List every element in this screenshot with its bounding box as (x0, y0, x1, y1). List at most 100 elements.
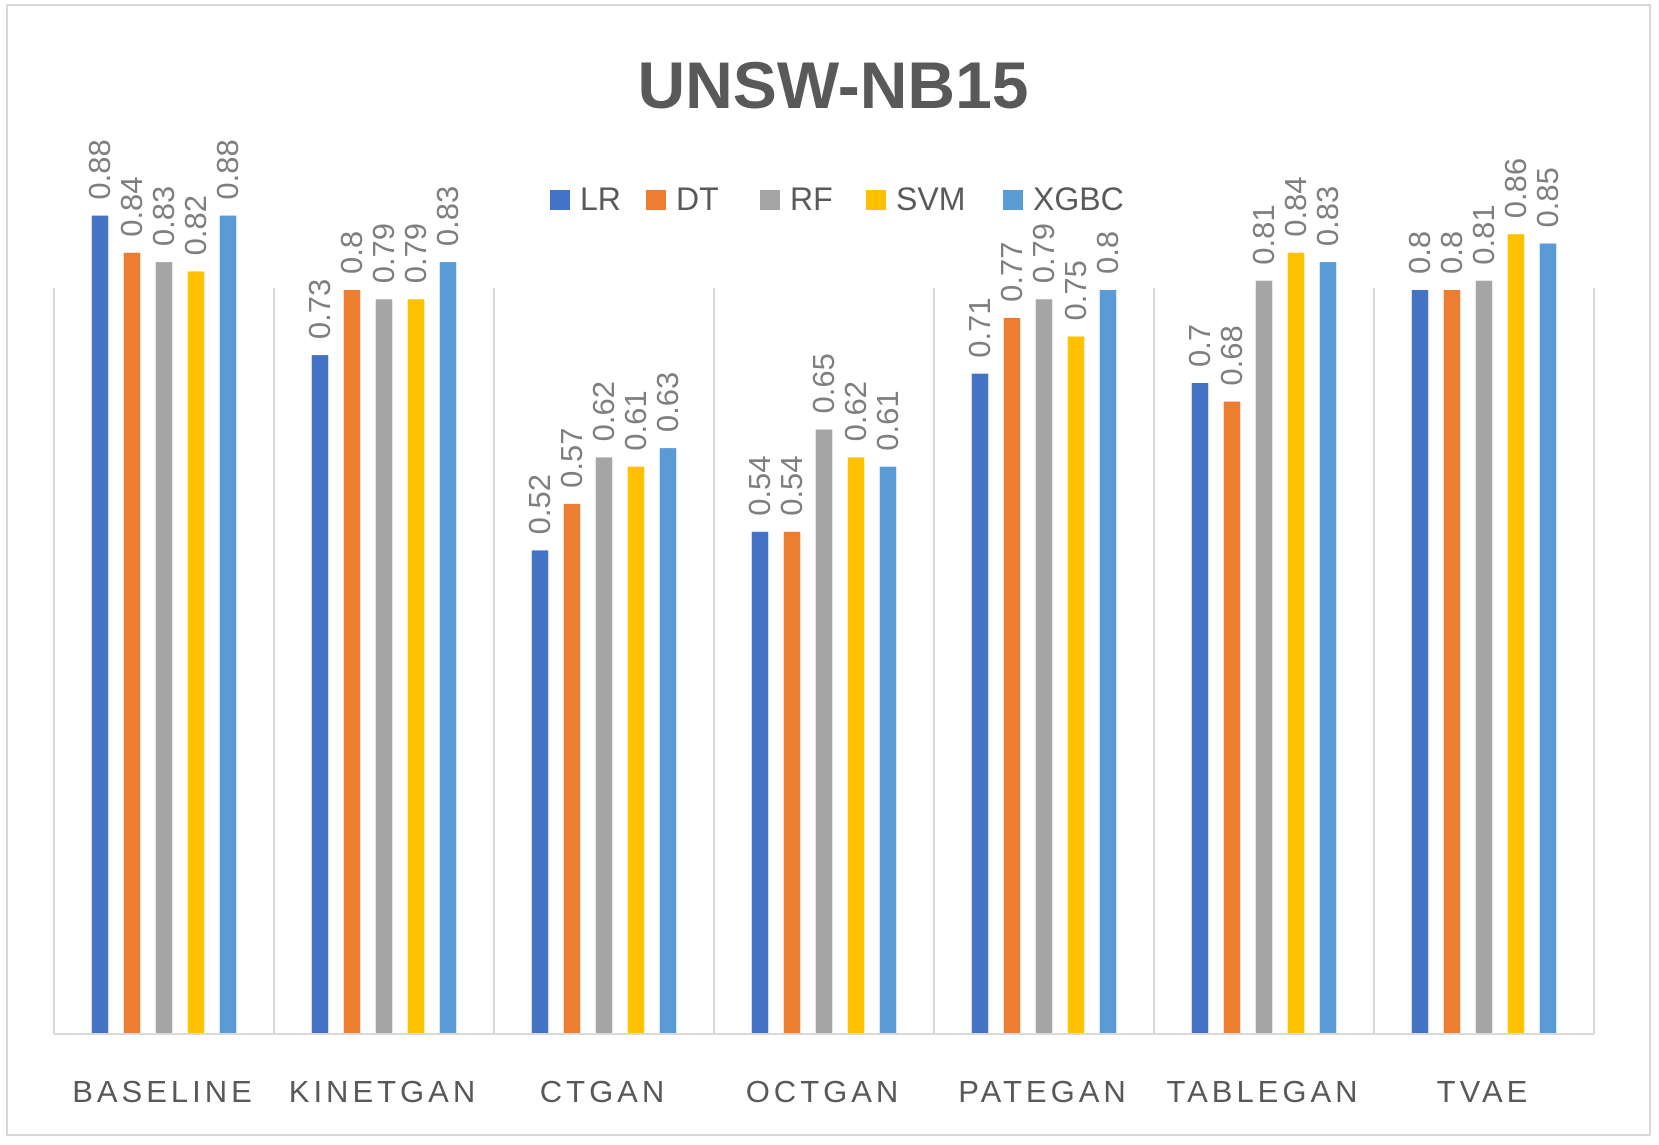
data-label-baseline-rf: 0.83 (146, 186, 181, 246)
data-label-tablegan-rf: 0.81 (1246, 204, 1281, 264)
legend-item-lr: LR (550, 181, 621, 217)
data-label-baseline-lr: 0.88 (82, 139, 117, 199)
legend-label-dt: DT (676, 181, 719, 217)
data-label-baseline-svm: 0.82 (178, 195, 213, 255)
data-label-ctgan-rf: 0.62 (586, 381, 621, 441)
data-label-tablegan-xgbc: 0.83 (1310, 186, 1345, 246)
data-label-tvae-svm: 0.86 (1498, 158, 1533, 218)
legend-swatch-dt (646, 190, 666, 210)
data-label-tvae-xgbc: 0.85 (1530, 167, 1565, 227)
bar-tvae-dt (1443, 290, 1461, 1034)
data-label-pategan-lr: 0.71 (962, 297, 997, 357)
bar-tablegan-dt (1223, 401, 1241, 1035)
bar-baseline-lr (91, 215, 109, 1035)
bar-tvae-rf (1475, 280, 1493, 1034)
bar-kinetgan-svm (407, 299, 425, 1034)
bar-octgan-xgbc (879, 466, 897, 1034)
bar-tvae-xgbc (1539, 243, 1557, 1034)
data-label-pategan-xgbc: 0.8 (1090, 231, 1125, 274)
bar-pategan-rf (1035, 299, 1053, 1034)
data-label-tvae-lr: 0.8 (1402, 231, 1437, 274)
category-label-tvae: TVAE (1437, 1074, 1532, 1109)
category-label-baseline: BASELINE (72, 1074, 256, 1109)
data-label-octgan-xgbc: 0.61 (870, 390, 905, 450)
bar-tvae-svm (1507, 234, 1525, 1034)
bar-pategan-xgbc (1099, 290, 1117, 1034)
bar-octgan-svm (847, 457, 865, 1034)
bar-baseline-xgbc (219, 215, 237, 1035)
data-label-pategan-svm: 0.75 (1058, 260, 1093, 320)
data-label-kinetgan-xgbc: 0.83 (430, 186, 465, 246)
category-label-octgan: OCTGAN (746, 1074, 903, 1109)
category-separators (53, 288, 1595, 1034)
legend-swatch-rf (760, 190, 780, 210)
data-label-pategan-rf: 0.79 (1026, 223, 1061, 283)
bar-ctgan-svm (627, 466, 645, 1034)
data-label-ctgan-xgbc: 0.63 (650, 372, 685, 432)
bar-kinetgan-lr (311, 355, 329, 1035)
bar-tvae-lr (1411, 290, 1429, 1034)
bar-pategan-lr (971, 373, 989, 1034)
data-label-tablegan-lr: 0.7 (1182, 324, 1217, 367)
bar-octgan-dt (783, 531, 801, 1034)
bar-kinetgan-xgbc (439, 262, 457, 1035)
data-labels: 0.880.840.830.820.880.730.80.790.790.830… (82, 139, 1565, 534)
bar-baseline-dt (123, 252, 141, 1035)
data-label-baseline-xgbc: 0.88 (210, 139, 245, 199)
data-label-kinetgan-dt: 0.8 (334, 231, 369, 274)
bar-pategan-svm (1067, 336, 1085, 1034)
bar-pategan-dt (1003, 317, 1021, 1034)
data-label-kinetgan-svm: 0.79 (398, 223, 433, 283)
data-label-octgan-lr: 0.54 (742, 455, 777, 515)
bar-ctgan-rf (595, 457, 613, 1034)
chart-title: UNSW-NB15 (637, 48, 1028, 122)
legend-swatch-svm (866, 190, 886, 210)
legend: LR DT RF SVM XGBC (550, 181, 1124, 217)
data-label-tvae-rf: 0.81 (1466, 204, 1501, 264)
data-label-tablegan-svm: 0.84 (1278, 176, 1313, 236)
data-label-octgan-svm: 0.62 (838, 381, 873, 441)
legend-label-svm: SVM (896, 181, 965, 217)
bar-octgan-rf (815, 429, 833, 1034)
data-label-pategan-dt: 0.77 (994, 242, 1029, 302)
category-label-kinetgan: KINETGAN (289, 1074, 479, 1109)
bar-octgan-lr (751, 531, 769, 1034)
bar-ctgan-dt (563, 503, 581, 1034)
bar-tablegan-lr (1191, 383, 1209, 1034)
data-label-kinetgan-rf: 0.79 (366, 223, 401, 283)
bar-tablegan-xgbc (1319, 262, 1337, 1035)
data-label-octgan-dt: 0.54 (774, 455, 809, 515)
legend-label-xgbc: XGBC (1033, 181, 1124, 217)
data-label-tvae-dt: 0.8 (1434, 231, 1469, 274)
legend-item-xgbc: XGBC (1003, 181, 1124, 217)
data-label-baseline-dt: 0.84 (114, 176, 149, 236)
data-label-octgan-rf: 0.65 (806, 353, 841, 413)
legend-swatch-xgbc (1003, 190, 1023, 210)
bar-ctgan-lr (531, 550, 549, 1034)
data-label-kinetgan-lr: 0.73 (302, 279, 337, 339)
category-label-ctgan: CTGAN (540, 1074, 669, 1109)
legend-item-rf: RF (760, 181, 833, 217)
bar-tablegan-rf (1255, 280, 1273, 1034)
bar-tablegan-svm (1287, 252, 1305, 1035)
category-label-pategan: PATEGAN (958, 1074, 1130, 1109)
data-label-ctgan-lr: 0.52 (522, 474, 557, 534)
bar-chart: UNSW-NB15 LR DT RF SVM XGBC 0.880.840.830.82… (53, 48, 1595, 1109)
legend-swatch-lr (550, 190, 570, 210)
data-label-ctgan-svm: 0.61 (618, 390, 653, 450)
bar-baseline-svm (187, 271, 205, 1034)
legend-item-svm: SVM (866, 181, 965, 217)
legend-item-dt: DT (646, 181, 719, 217)
chart-frame: UNSW-NB15 LR DT RF SVM XGBC 0.88 0.84 0.83 0.82… (6, 4, 1651, 1136)
bar-kinetgan-rf (375, 299, 393, 1034)
category-label-tablegan: TABLEGAN (1166, 1074, 1361, 1109)
legend-label-rf: RF (790, 181, 833, 217)
bar-baseline-rf (155, 262, 173, 1035)
legend-label-lr: LR (580, 181, 621, 217)
data-label-tablegan-dt: 0.68 (1214, 325, 1249, 385)
bar-ctgan-xgbc (659, 448, 677, 1035)
category-labels: BASELINE KINETGAN CTGAN OCTGAN PATEGAN TABLEG… (72, 1074, 1532, 1109)
data-label-ctgan-dt: 0.57 (554, 428, 589, 488)
bar-kinetgan-dt (343, 290, 361, 1034)
bars (91, 215, 1557, 1035)
